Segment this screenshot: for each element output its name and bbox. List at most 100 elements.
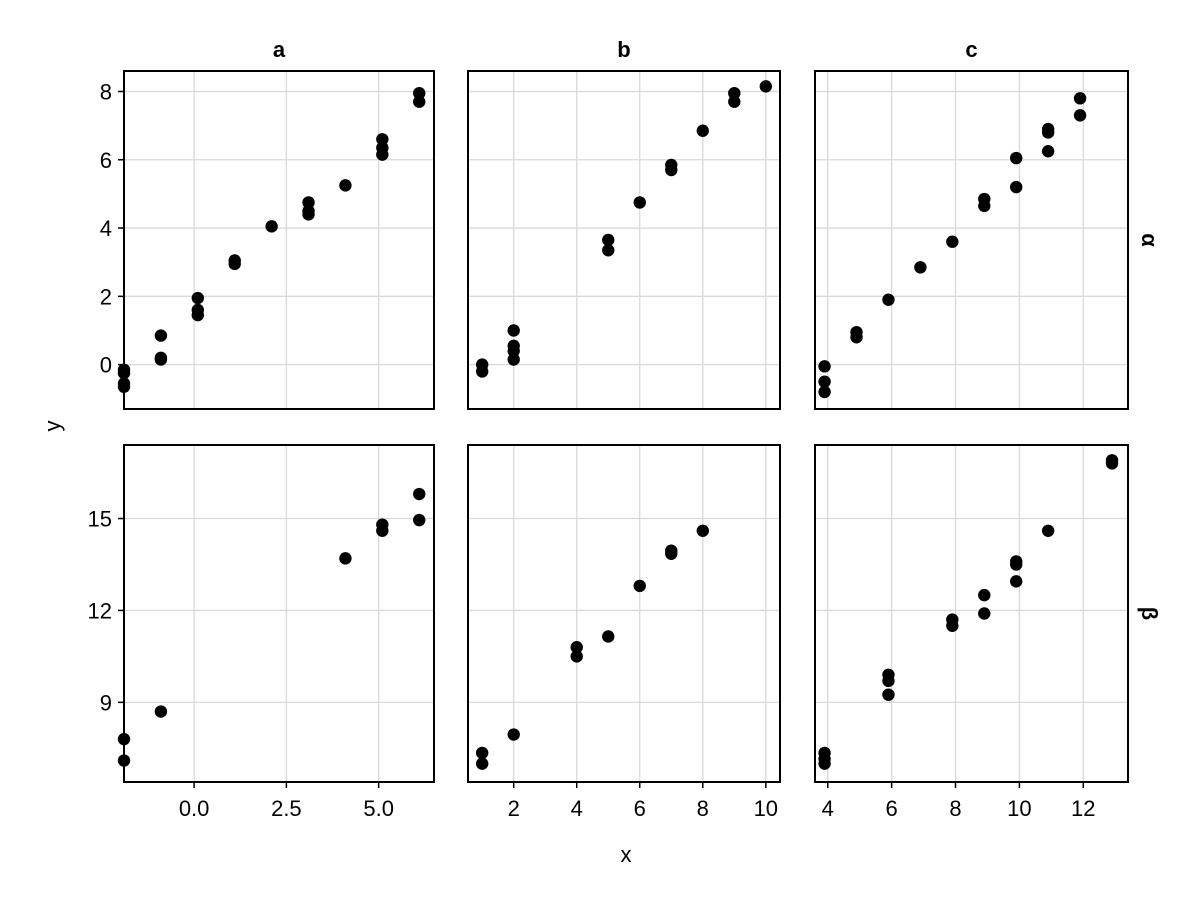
data-point <box>1010 558 1023 571</box>
data-point <box>413 513 426 527</box>
x-tick-label: 2 <box>508 796 520 821</box>
x-tick-label: 5.0 <box>363 796 394 821</box>
data-point <box>696 524 709 537</box>
data-point <box>265 220 278 233</box>
data-point <box>154 329 168 342</box>
data-point <box>228 257 241 271</box>
panel-a-α: 0 2 4 6 8 <box>100 70 435 410</box>
data-point <box>507 344 520 358</box>
data-point <box>759 80 773 93</box>
x-tick-label: 0.0 <box>179 796 210 821</box>
data-point <box>978 199 991 213</box>
data-point <box>376 524 389 537</box>
panel-frame <box>123 444 435 783</box>
facet-row-title: α <box>1137 233 1162 247</box>
data-point <box>1010 180 1023 194</box>
panels-layer: 0 2 4 6 8 0.0 2.5 5.0 9 12 15 2 4 6 8 10 4 6 8 10 12 <box>88 70 1129 821</box>
data-point <box>1041 145 1055 158</box>
y-tick-label: 9 <box>100 690 112 715</box>
data-point <box>507 353 520 366</box>
data-point <box>602 233 615 247</box>
data-point <box>728 86 741 100</box>
data-point <box>475 746 489 760</box>
x-tick-label: 10 <box>754 796 778 821</box>
data-point <box>475 757 489 770</box>
panel-frame <box>814 444 1129 783</box>
data-point <box>818 375 831 388</box>
data-point <box>1041 524 1055 537</box>
y-tick-label: 15 <box>88 507 112 532</box>
panel-frame <box>123 70 435 410</box>
data-point <box>882 688 895 701</box>
y-tick-label: 0 <box>100 353 112 378</box>
data-point <box>302 196 315 209</box>
x-tick-label: 4 <box>571 796 583 821</box>
data-point <box>1073 109 1087 122</box>
facet-column-title: a <box>273 37 286 62</box>
x-tick-label: 8 <box>697 796 709 821</box>
data-point <box>413 95 426 108</box>
y-axis-label: y <box>40 421 65 432</box>
data-point <box>633 196 646 209</box>
data-point <box>1073 92 1087 105</box>
data-point <box>376 148 389 161</box>
data-point <box>665 547 678 560</box>
data-point <box>602 630 615 643</box>
data-point <box>696 124 709 137</box>
data-point <box>507 728 520 741</box>
facet-row-title: β <box>1137 607 1162 620</box>
data-point <box>1041 126 1055 139</box>
y-tick-label: 4 <box>100 216 112 241</box>
data-point <box>191 308 205 322</box>
y-tick-label: 2 <box>100 284 112 309</box>
y-tick-label: 8 <box>100 79 112 104</box>
x-tick-label: 12 <box>1071 796 1095 821</box>
panel-b-α <box>467 70 781 410</box>
data-point <box>339 179 352 192</box>
panel-frame <box>467 444 781 783</box>
y-tick-label: 12 <box>88 598 112 623</box>
facet-column-title: b <box>617 37 630 62</box>
data-point <box>946 235 959 248</box>
data-point <box>570 641 583 654</box>
data-point <box>978 607 991 620</box>
y-tick-label: 6 <box>100 148 112 173</box>
panel-frame <box>814 70 1129 410</box>
x-tick-label: 6 <box>634 796 646 821</box>
data-point <box>882 293 895 306</box>
data-point <box>728 95 741 108</box>
data-point <box>376 133 389 146</box>
data-point <box>818 360 831 373</box>
data-point <box>475 365 489 378</box>
data-point <box>850 331 863 344</box>
x-tick-label: 2.5 <box>271 796 302 821</box>
data-point <box>154 351 168 364</box>
data-point <box>665 163 678 177</box>
data-point <box>339 552 352 565</box>
panel-c-β: 4 6 8 10 12 <box>814 444 1129 821</box>
data-point <box>413 487 426 501</box>
data-point <box>1010 151 1023 165</box>
data-point <box>191 291 205 305</box>
x-tick-label: 8 <box>949 796 961 821</box>
panel-b-β: 2 4 6 8 10 <box>467 444 781 821</box>
data-point <box>914 261 927 274</box>
panel-a-β: 0.0 2.5 5.0 9 12 15 <box>88 444 435 821</box>
data-point <box>946 619 959 632</box>
data-point <box>154 705 168 718</box>
x-axis-label: x <box>621 842 632 867</box>
x-tick-label: 10 <box>1007 796 1031 821</box>
labels-layer: x y a b c α β <box>40 37 1162 867</box>
data-point <box>633 579 646 593</box>
data-point <box>602 244 615 257</box>
facet-column-title: c <box>965 37 977 62</box>
data-point <box>507 324 520 337</box>
x-tick-label: 4 <box>822 796 834 821</box>
data-point <box>570 650 583 663</box>
data-point <box>1010 575 1023 588</box>
panel-c-α <box>814 70 1129 410</box>
data-point <box>818 385 831 399</box>
data-point <box>818 757 831 770</box>
data-point <box>413 86 426 100</box>
